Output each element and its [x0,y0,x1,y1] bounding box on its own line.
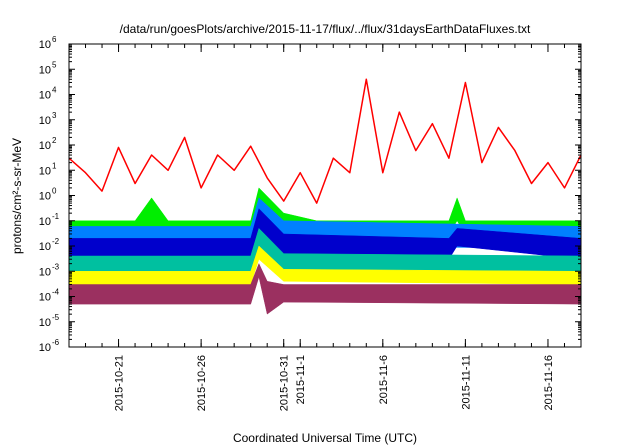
y-tick-label: 10 [39,64,51,76]
x-axis: 2015-10-21 2015-10-26 2015-10-31 2015-11-1 2… [68,44,582,411]
plot-area [68,78,582,315]
y-tick-exponent: -1 [52,212,60,221]
y-tick-label: 10 [39,241,51,253]
y-tick-exponent: -6 [52,338,60,347]
y-tick-exponent: 0 [52,187,57,196]
y-tick-exponent: 4 [52,86,57,95]
y-tick-exponent: 2 [52,136,57,145]
x-tick-label: 2015-11-6 [378,355,390,404]
y-tick-exponent: 5 [52,60,57,69]
y-tick-exponent: 3 [52,111,57,120]
y-tick-exponent: -2 [52,237,60,246]
y-tick-label: 10 [39,266,51,278]
y-tick-label: 10 [39,165,51,177]
y-tick-label: 10 [39,191,51,203]
y-tick-exponent: 6 [52,35,57,44]
y-tick-label: 10 [39,39,51,51]
y-tick-label: 10 [39,216,51,228]
x-tick-label: 2015-11-16 [543,355,555,410]
y-tick-label: 10 [39,292,51,304]
y-tick-label: 10 [39,90,51,102]
y-tick-exponent: 1 [52,161,57,170]
y-axis-label: protons/cm²-s-sr-MeV [10,138,24,254]
x-tick-label: 2015-10-31 [279,355,291,411]
x-tick-label: 2015-11-1 [295,355,307,404]
x-axis-label: Coordinated Universal Time (UTC) [233,431,417,445]
chart-title: /data/run/goesPlots/archive/2015-11-17/f… [120,22,531,36]
y-tick-exponent: -4 [52,288,60,297]
y-tick-exponent: -5 [52,313,60,322]
y-tick-label: 10 [39,140,51,152]
y-tick-label: 10 [39,115,51,127]
series-line-0 [68,78,582,204]
x-tick-label: 2015-10-21 [114,355,126,411]
x-tick-label: 2015-10-26 [196,355,208,411]
y-tick-label: 10 [39,317,51,329]
y-tick-label: 10 [39,342,51,354]
y-tick-exponent: -3 [52,262,60,271]
x-tick-label: 2015-11-11 [460,355,472,410]
